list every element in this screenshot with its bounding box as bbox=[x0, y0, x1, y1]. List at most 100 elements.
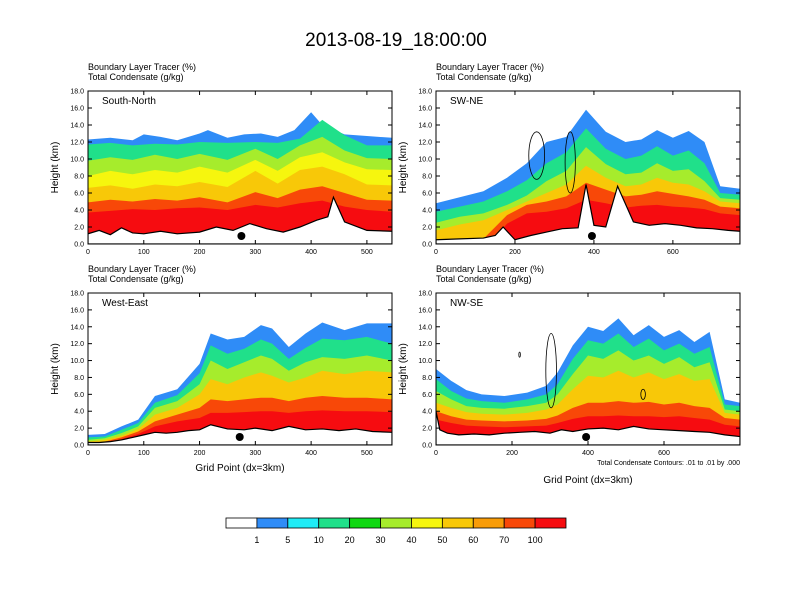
colorbar-label: 20 bbox=[345, 535, 355, 545]
y-tick-label: 14.0 bbox=[70, 324, 84, 331]
y-tick-label: 10.0 bbox=[70, 358, 84, 365]
y-axis-label: Height (km) bbox=[50, 343, 61, 395]
condensate-contour bbox=[640, 388, 646, 400]
panel-subtitle-condensate: Total Condensate (g/kg) bbox=[436, 274, 532, 284]
terrain bbox=[436, 411, 740, 445]
x-tick-label: 300 bbox=[249, 450, 261, 457]
panel-subtitle-tracer: Boundary Layer Tracer (%) bbox=[88, 264, 196, 274]
y-tick-label: 16.0 bbox=[70, 307, 84, 314]
contour-note: Total Condensate Contours: .01 to .01 by… bbox=[597, 460, 740, 467]
colorbar-label: 40 bbox=[406, 535, 416, 545]
y-tick-label: 2.0 bbox=[422, 426, 432, 433]
y-tick-label: 8.0 bbox=[422, 375, 432, 382]
panel-frame bbox=[87, 90, 393, 245]
panel-plot-area bbox=[436, 293, 740, 445]
panel-label: SW-NE bbox=[450, 96, 483, 107]
panel-plot-area bbox=[436, 91, 740, 244]
colorbar-swatch bbox=[349, 517, 381, 529]
y-tick-label: 6.0 bbox=[74, 392, 84, 399]
y-tick-label: 10.0 bbox=[418, 157, 432, 164]
y-axis-label: Height (km) bbox=[398, 343, 409, 395]
x-tick-label: 300 bbox=[249, 249, 261, 256]
x-tick-label: 200 bbox=[509, 249, 521, 256]
colorbar-swatch bbox=[318, 517, 351, 529]
location-marker bbox=[235, 433, 244, 441]
x-tick-label: 600 bbox=[667, 249, 679, 256]
y-tick-label: 8.0 bbox=[74, 375, 84, 382]
y-tick-label: 6.0 bbox=[74, 191, 84, 198]
terrain bbox=[436, 184, 740, 244]
x-axis-label: Grid Point (dx=3km) bbox=[543, 475, 632, 486]
colorbar-swatch bbox=[256, 517, 289, 529]
x-tick-label: 100 bbox=[138, 249, 150, 256]
panel-label: South-North bbox=[102, 96, 156, 107]
x-tick-label: 400 bbox=[305, 450, 317, 457]
colorbar-swatch bbox=[503, 517, 536, 529]
y-tick-label: 14.0 bbox=[418, 123, 432, 130]
panel-label: West-East bbox=[102, 298, 148, 309]
x-tick-label: 200 bbox=[194, 450, 206, 457]
location-marker bbox=[582, 433, 591, 441]
y-tick-label: 4.0 bbox=[74, 208, 84, 215]
y-tick-label: 8.0 bbox=[422, 174, 432, 181]
x-tick-label: 400 bbox=[305, 249, 317, 256]
colorbar-swatch bbox=[472, 517, 505, 529]
y-tick-label: 10.0 bbox=[70, 157, 84, 164]
colorbar-label: 100 bbox=[528, 535, 543, 545]
x-tick-label: 600 bbox=[658, 450, 670, 457]
x-tick-label: 200 bbox=[194, 249, 206, 256]
y-tick-label: 4.0 bbox=[422, 409, 432, 416]
x-tick-label: 400 bbox=[588, 249, 600, 256]
colorbar-swatch bbox=[380, 517, 412, 529]
panel-subtitle-condensate: Total Condensate (g/kg) bbox=[88, 274, 184, 284]
x-tick-label: 100 bbox=[138, 450, 150, 457]
y-tick-label: 18.0 bbox=[70, 291, 84, 298]
location-marker bbox=[237, 232, 246, 240]
y-tick-label: 12.0 bbox=[70, 140, 84, 147]
colorbar-label: 60 bbox=[468, 535, 478, 545]
panel-frame bbox=[87, 292, 393, 446]
colorbar-label: 5 bbox=[285, 535, 290, 545]
condensate-contour bbox=[518, 351, 521, 358]
colorbar-swatch bbox=[441, 517, 474, 529]
y-axis-label: Height (km) bbox=[50, 142, 61, 194]
colorbar-swatch bbox=[534, 517, 567, 529]
colorbar-label: 10 bbox=[314, 535, 324, 545]
y-tick-label: 2.0 bbox=[74, 225, 84, 232]
colorbar-label: 50 bbox=[437, 535, 447, 545]
y-tick-label: 12.0 bbox=[418, 140, 432, 147]
terrain bbox=[88, 195, 392, 244]
location-marker bbox=[587, 232, 596, 240]
x-tick-label: 0 bbox=[434, 249, 438, 256]
panel-label: NW-SE bbox=[450, 298, 483, 309]
condensate-contour bbox=[528, 131, 545, 180]
colorbar-label: 30 bbox=[376, 535, 386, 545]
y-tick-label: 18.0 bbox=[418, 89, 432, 96]
colorbar-swatch bbox=[411, 517, 443, 529]
panel-subtitle-tracer: Boundary Layer Tracer (%) bbox=[436, 62, 544, 72]
y-tick-label: 6.0 bbox=[422, 392, 432, 399]
colorbar-label: 70 bbox=[499, 535, 509, 545]
y-tick-label: 16.0 bbox=[70, 106, 84, 113]
colorbar-label: 1 bbox=[254, 535, 259, 545]
y-tick-label: 10.0 bbox=[418, 358, 432, 365]
panel-subtitle-condensate: Total Condensate (g/kg) bbox=[436, 72, 532, 82]
x-axis-label: Grid Point (dx=3km) bbox=[195, 463, 284, 474]
y-tick-label: 0.0 bbox=[74, 443, 84, 450]
x-tick-label: 500 bbox=[361, 450, 373, 457]
y-tick-label: 4.0 bbox=[422, 208, 432, 215]
y-tick-label: 16.0 bbox=[418, 106, 432, 113]
panel-subtitle-tracer: Boundary Layer Tracer (%) bbox=[88, 62, 196, 72]
y-tick-label: 18.0 bbox=[70, 89, 84, 96]
panel-plot-area bbox=[88, 293, 392, 445]
x-tick-label: 0 bbox=[86, 450, 90, 457]
y-tick-label: 14.0 bbox=[70, 123, 84, 130]
y-tick-label: 4.0 bbox=[74, 409, 84, 416]
colorbar-swatch bbox=[225, 517, 258, 529]
y-tick-label: 16.0 bbox=[418, 307, 432, 314]
x-tick-label: 0 bbox=[86, 249, 90, 256]
x-tick-label: 500 bbox=[361, 249, 373, 256]
x-tick-label: 200 bbox=[506, 450, 518, 457]
y-tick-label: 2.0 bbox=[74, 426, 84, 433]
colorbar-swatch bbox=[287, 517, 320, 529]
